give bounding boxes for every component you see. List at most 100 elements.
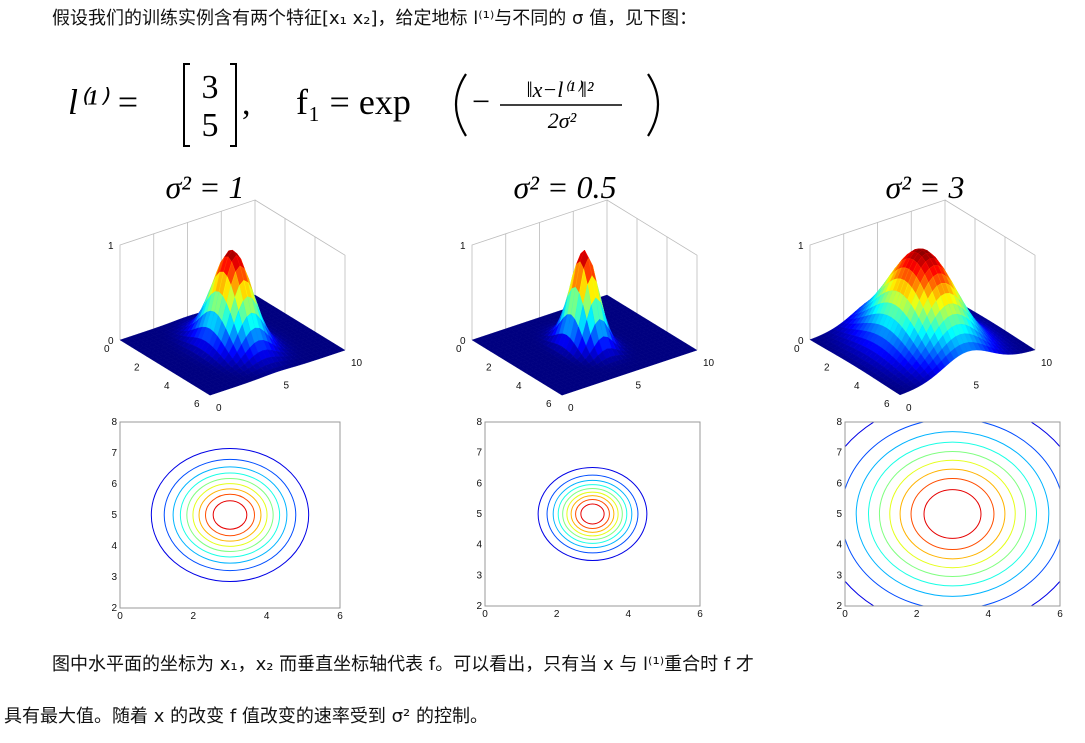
- y-tick-label: 10: [703, 358, 715, 369]
- surface-plot: [119, 199, 346, 396]
- x-tick-label: 4: [854, 381, 860, 392]
- contour-line: [566, 491, 619, 537]
- y-tick-label: 8: [111, 417, 117, 428]
- x-tick-label: 2: [134, 362, 140, 373]
- x-tick-label: 4: [264, 611, 270, 622]
- contour-line: [179, 472, 281, 558]
- contour-line: [150, 447, 310, 583]
- x-tick-label: 6: [1057, 609, 1063, 620]
- contour-line: [557, 484, 628, 544]
- z-tick-label: 1: [798, 241, 804, 252]
- x-tick-label: 6: [546, 399, 552, 410]
- y-tick-label: 2: [476, 601, 482, 612]
- x-tick-label: 0: [842, 609, 848, 620]
- formula-parens: [455, 73, 659, 137]
- contour-frame: [484, 421, 701, 607]
- y-tick-label: 3: [836, 570, 842, 581]
- y-tick-label: 2: [836, 601, 842, 612]
- intro-text: 假设我们的训练实例含有两个特征[x₁ x₂]，给定地标 l⁽¹⁾与不同的 σ 值…: [52, 8, 697, 29]
- y-tick-label: 5: [284, 381, 290, 392]
- x-tick-label: 4: [626, 609, 632, 620]
- x-tick-label: 4: [516, 381, 522, 392]
- y-tick-label: 4: [836, 540, 842, 551]
- contour-line: [580, 503, 605, 525]
- paragraph-line: 具有最大值。随着 x 的改变 f 值改变的速率受到 σ² 的控制。: [4, 706, 488, 727]
- paragraph-line: 图中水平面的坐标为 x₁，x₂ 而垂直坐标轴代表 f。可以看出，只有当 x 与 …: [52, 654, 754, 675]
- contour-line: [845, 422, 1060, 606]
- contour-plot: [845, 422, 1060, 606]
- z-tick-label: 1: [108, 241, 114, 252]
- contour-line: [562, 487, 623, 541]
- formula-comma: ,: [242, 85, 251, 122]
- y-tick-label: 10: [1041, 358, 1053, 369]
- contour-line: [186, 478, 274, 552]
- x-tick-label: 6: [884, 399, 890, 410]
- contour-line: [899, 468, 1006, 560]
- surface-plot: [471, 199, 698, 396]
- y-tick-label: 5: [974, 381, 980, 392]
- contour-plot: [537, 466, 648, 562]
- y-tick-label: 6: [111, 479, 117, 490]
- x-tick-label: 0: [104, 344, 110, 355]
- x-tick-label: 2: [191, 611, 197, 622]
- y-tick-label: 7: [476, 448, 482, 459]
- contour-line: [546, 474, 639, 554]
- panel-title: σ² = 3: [886, 169, 965, 205]
- y-tick-label: 3: [476, 570, 482, 581]
- surface-cell: [557, 391, 567, 396]
- contour-line: [198, 488, 262, 542]
- z-tick-label: 1: [460, 241, 466, 252]
- panel-title: σ² = 1: [166, 169, 245, 205]
- y-tick-label: 5: [636, 381, 642, 392]
- contour-line: [923, 489, 982, 539]
- contour-line: [867, 441, 1038, 587]
- contour-line: [192, 483, 268, 547]
- contour-line: [537, 466, 648, 562]
- contour-line: [163, 458, 297, 572]
- matrix-brackets: [183, 63, 237, 147]
- surface-cell: [205, 391, 215, 396]
- y-tick-label: 7: [836, 448, 842, 459]
- formula-f: f₁ = exp: [296, 82, 411, 122]
- contour-line: [855, 431, 1050, 597]
- x-tick-label: 6: [337, 611, 343, 622]
- x-tick-label: 2: [486, 362, 492, 373]
- contour-line: [205, 493, 255, 537]
- x-tick-label: 6: [194, 399, 200, 410]
- y-tick-label: 8: [836, 417, 842, 428]
- z-tick-label: 0: [798, 336, 804, 347]
- y-tick-label: 6: [476, 478, 482, 489]
- formula-denominator: 2σ²: [548, 108, 577, 133]
- contour-line: [878, 450, 1027, 578]
- formula-minus: −: [472, 83, 490, 119]
- surface-plot: [809, 199, 1036, 396]
- y-tick-label: 3: [111, 572, 117, 583]
- x-tick-label: 0: [482, 609, 488, 620]
- y-tick-label: 8: [476, 417, 482, 428]
- contour-line: [212, 500, 248, 530]
- contour-frame: [119, 421, 341, 609]
- x-tick-label: 0: [794, 344, 800, 355]
- y-tick-label: 4: [111, 541, 117, 552]
- y-tick-label: 4: [476, 540, 482, 551]
- contour-line: [172, 466, 288, 564]
- panel-title: σ² = 0.5: [514, 169, 617, 205]
- matrix-entry: 5: [202, 107, 219, 144]
- y-tick-label: 10: [351, 358, 363, 369]
- y-tick-label: 0: [568, 403, 574, 414]
- contour-frame: [844, 421, 1061, 607]
- y-tick-label: 0: [906, 403, 912, 414]
- contour-line: [575, 499, 610, 529]
- formula-numerator: ‖x−l⁽¹⁾‖²: [526, 77, 593, 102]
- surface-cell: [895, 390, 905, 396]
- y-tick-label: 0: [216, 403, 222, 414]
- y-tick-label: 5: [111, 510, 117, 521]
- contour-line: [570, 495, 615, 533]
- x-tick-label: 2: [554, 609, 560, 620]
- formula-landmark: l⁽¹⁾ =: [68, 82, 140, 122]
- contour-line: [552, 479, 633, 549]
- x-tick-label: 6: [697, 609, 703, 620]
- x-tick-label: 0: [117, 611, 123, 622]
- z-tick-label: 0: [460, 336, 466, 347]
